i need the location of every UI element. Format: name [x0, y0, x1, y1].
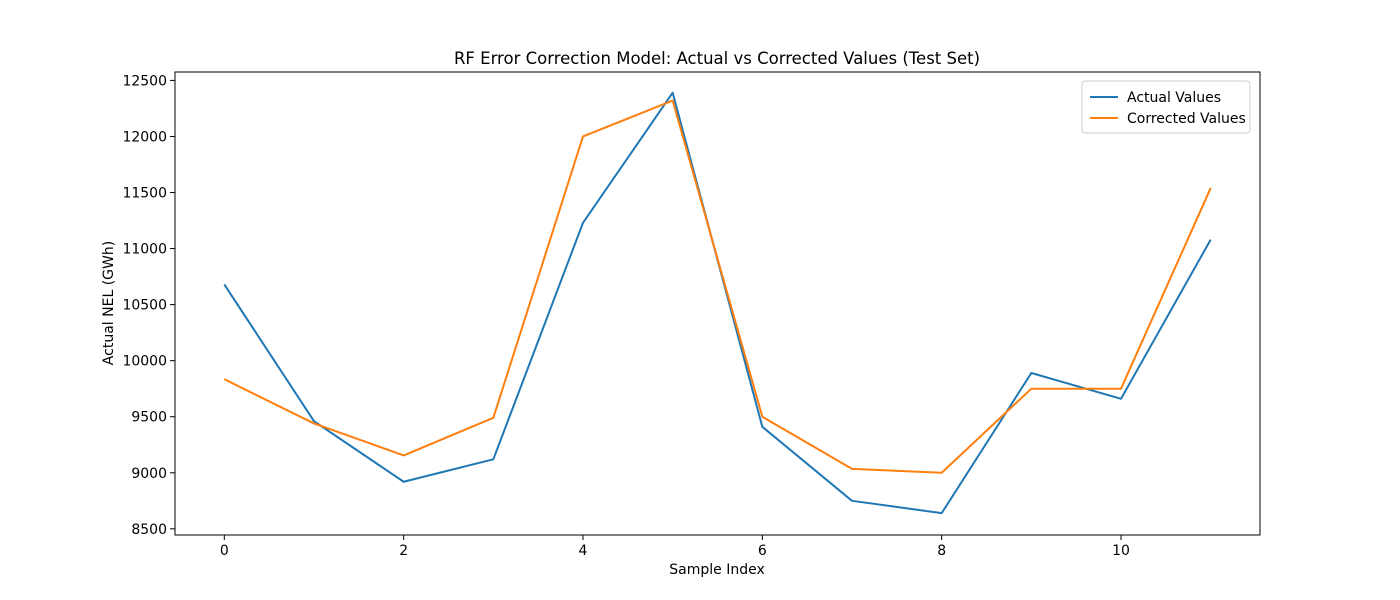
series-layer — [223, 91, 1212, 515]
y-tick-label: 9500 — [131, 410, 167, 426]
y-tick-label: 12500 — [122, 73, 167, 89]
x-axis-label: Sample Index — [669, 562, 764, 578]
x-tick-label: 8 — [937, 543, 946, 559]
y-tick-label: 11000 — [122, 242, 167, 258]
y-tick-label: 9000 — [131, 466, 167, 482]
legend: Actual Values Corrected Values — [1081, 80, 1251, 134]
legend-label: Actual Values — [1127, 90, 1221, 106]
legend-box — [1081, 80, 1251, 134]
y-tick-label: 11500 — [122, 186, 167, 202]
x-tick-label: 6 — [758, 543, 767, 559]
x-tick-label: 2 — [399, 543, 408, 559]
x-tick-label: 10 — [1112, 543, 1130, 559]
y-axis: 8500 9000 9500 10000 10500 11000 11500 12000 125… — [122, 73, 175, 538]
plot-frame — [174, 71, 1261, 536]
y-axis-label: Actual NEL (GWh) — [101, 241, 117, 365]
y-tick-label: 12000 — [122, 129, 167, 145]
y-tick-label: 8500 — [131, 522, 167, 538]
x-tick-label: 0 — [220, 543, 229, 559]
chart-title: RF Error Correction Model: Actual vs Cor… — [454, 49, 980, 68]
y-tick-label: 10000 — [122, 354, 167, 370]
y-tick-label: 10500 — [122, 298, 167, 314]
series-line-actual-values — [223, 91, 1212, 515]
x-axis: 0 2 4 6 8 10 — [220, 535, 1130, 559]
x-tick-label: 4 — [579, 543, 588, 559]
series-line-corrected-values — [223, 99, 1212, 474]
legend-label: Corrected Values — [1127, 111, 1246, 127]
